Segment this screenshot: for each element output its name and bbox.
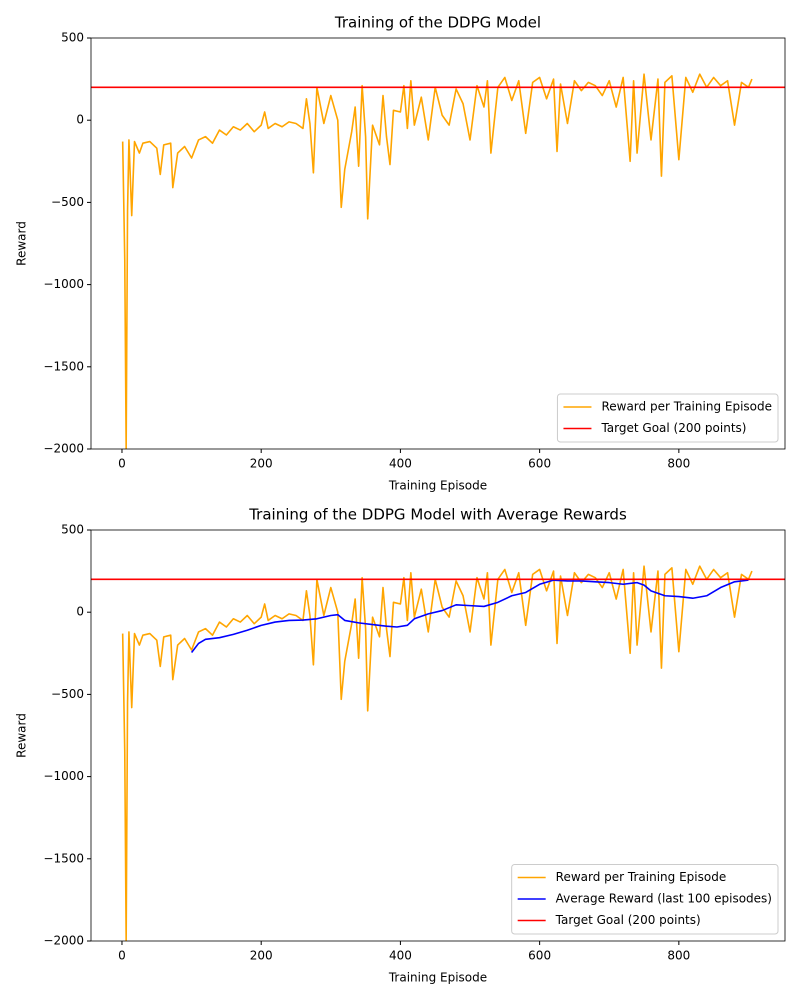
legend-label: Target Goal (200 points) [555, 913, 701, 927]
y-tick-label: 0 [76, 113, 84, 127]
y-tick-label: 500 [61, 31, 84, 45]
legend-label: Reward per Training Episode [556, 870, 727, 884]
legend-label: Average Reward (last 100 episodes) [556, 892, 772, 906]
plot-area [121, 73, 753, 449]
series-line [121, 565, 753, 941]
y-tick-label: 500 [61, 523, 84, 537]
chart-title: Training of the DDPG Model [334, 14, 541, 32]
y-tick-label: −1500 [43, 359, 84, 373]
x-tick-label: 400 [389, 457, 412, 471]
x-axis-label: Training Episode [388, 971, 487, 985]
axes-frame [90, 37, 786, 450]
legend-label: Reward per Training Episode [601, 400, 772, 414]
series-line [121, 73, 753, 449]
y-tick-label: −500 [51, 687, 84, 701]
chart-title: Training of the DDPG Model with Average … [248, 506, 627, 524]
legend: Reward per Training Episode Average Rewar… [511, 864, 779, 935]
y-tick-label: −1500 [43, 851, 84, 865]
x-tick-label: 800 [667, 949, 690, 963]
y-tick-label: −1000 [43, 769, 84, 783]
x-tick-label: 600 [528, 949, 551, 963]
legend-frame [556, 393, 779, 443]
y-tick-label: −2000 [43, 934, 84, 948]
y-tick-label: −500 [51, 195, 84, 209]
x-tick-label: 0 [118, 949, 126, 963]
axes-frame [90, 529, 786, 942]
y-axis-label: Reward [15, 221, 29, 266]
x-tick-label: 200 [250, 949, 273, 963]
y-tick-label: 0 [76, 605, 84, 619]
x-tick-label: 200 [250, 457, 273, 471]
y-tick-label: −2000 [43, 442, 84, 456]
x-tick-label: 600 [528, 457, 551, 471]
y-axis-label: Reward [15, 713, 29, 758]
x-tick-label: 800 [667, 457, 690, 471]
series-line [190, 579, 749, 653]
y-tick-label: −1000 [43, 277, 84, 291]
legend-label: Target Goal (200 points) [600, 421, 746, 435]
legend: Reward per Training Episode Target Goal (… [556, 393, 779, 443]
x-tick-label: 400 [389, 949, 412, 963]
x-tick-label: 0 [118, 457, 126, 471]
plot-area [121, 565, 753, 941]
x-axis-label: Training Episode [388, 479, 487, 493]
legend-frame [511, 864, 779, 935]
